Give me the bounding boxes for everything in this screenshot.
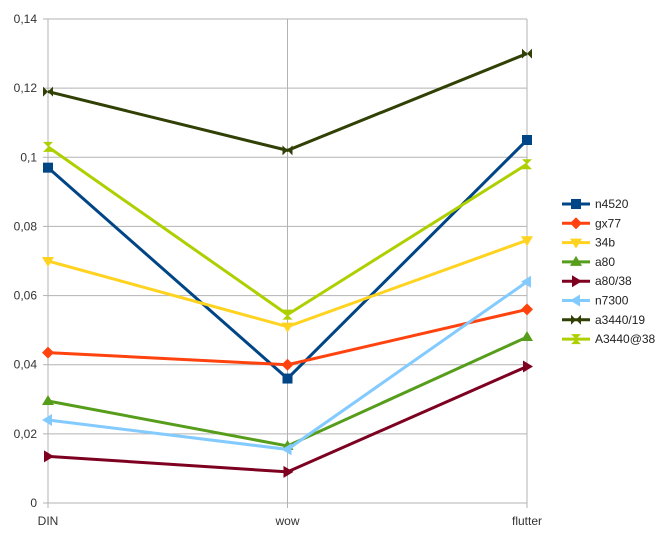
- legend-marker: [571, 334, 581, 345]
- legend-label: n7300: [595, 294, 629, 308]
- data-point: [43, 162, 53, 173]
- data-point: [282, 309, 293, 320]
- legend-label: 34b: [595, 236, 615, 250]
- legend-item: A3440@38: [562, 332, 656, 346]
- series-a3440-19: [43, 48, 532, 156]
- series-lines: [42, 48, 533, 478]
- legend-label: A3440@38: [595, 332, 656, 346]
- x-tick-label: DIN: [38, 514, 59, 528]
- data-point: [44, 450, 54, 463]
- data-point: [521, 303, 533, 316]
- y-tick-label: 0,04: [14, 358, 38, 372]
- data-point: [521, 331, 533, 342]
- legend-item: 34b: [562, 236, 615, 250]
- data-point: [522, 159, 532, 170]
- y-tick-label: 0,14: [14, 12, 38, 26]
- legend-marker: [570, 217, 582, 230]
- legend-item: n7300: [562, 294, 629, 308]
- y-tick-label: 0,1: [20, 150, 37, 164]
- legend-item: a3440/19: [562, 313, 645, 327]
- legend-marker: [571, 314, 581, 325]
- data-point: [42, 414, 52, 427]
- data-point: [522, 48, 532, 59]
- legend-marker: [570, 238, 582, 249]
- series-n4520: [43, 135, 532, 384]
- data-point: [523, 360, 533, 373]
- y-tick-label: 0,02: [14, 427, 38, 441]
- data-point: [281, 358, 294, 371]
- axes: 0 0,02 0,04 0,06 0,08 0,1 0,12 0,14 DIN wow flutte…: [14, 12, 542, 528]
- data-point: [282, 373, 293, 384]
- series-a80-38: [44, 360, 533, 478]
- legend-label: a80/38: [595, 274, 632, 288]
- series-n7300: [42, 275, 531, 456]
- y-tick-label: 0,06: [14, 289, 38, 303]
- y-tick-label: 0,12: [14, 81, 38, 95]
- legend: n4520 gx77 34b a80 a80/38 n7300 a3440/19 A3440@…: [562, 197, 656, 346]
- legend-item: gx77: [562, 216, 621, 230]
- legend-item: a80/38: [562, 274, 632, 288]
- data-point: [281, 322, 294, 333]
- legend-item: a80: [562, 255, 615, 269]
- y-tick-label: 0,08: [14, 219, 38, 233]
- data-point: [522, 135, 532, 145]
- legend-label: a80: [595, 255, 615, 269]
- data-point: [43, 86, 53, 97]
- legend-item: n4520: [562, 197, 629, 211]
- y-tick-label: 0: [30, 496, 37, 510]
- data-point: [283, 465, 294, 478]
- series-a3440-38: [43, 141, 532, 320]
- data-point: [281, 443, 292, 456]
- data-point: [521, 236, 533, 247]
- legend-label: n4520: [595, 197, 629, 211]
- series-gx77: [42, 303, 533, 371]
- x-tick-label: flutter: [512, 514, 542, 528]
- legend-marker: [572, 275, 582, 288]
- data-point: [42, 395, 54, 406]
- grid-lines: [47, 18, 528, 504]
- data-point: [282, 145, 293, 156]
- data-point: [42, 257, 54, 267]
- legend-marker: [571, 199, 581, 209]
- legend-label: a3440/19: [595, 313, 645, 327]
- legend-marker: [570, 294, 580, 307]
- legend-label: gx77: [595, 216, 621, 230]
- series-34b: [42, 236, 533, 333]
- data-point: [42, 346, 54, 359]
- data-point: [521, 275, 531, 288]
- legend-marker: [570, 255, 582, 266]
- data-point: [43, 141, 53, 152]
- x-tick-label: wow: [274, 514, 299, 528]
